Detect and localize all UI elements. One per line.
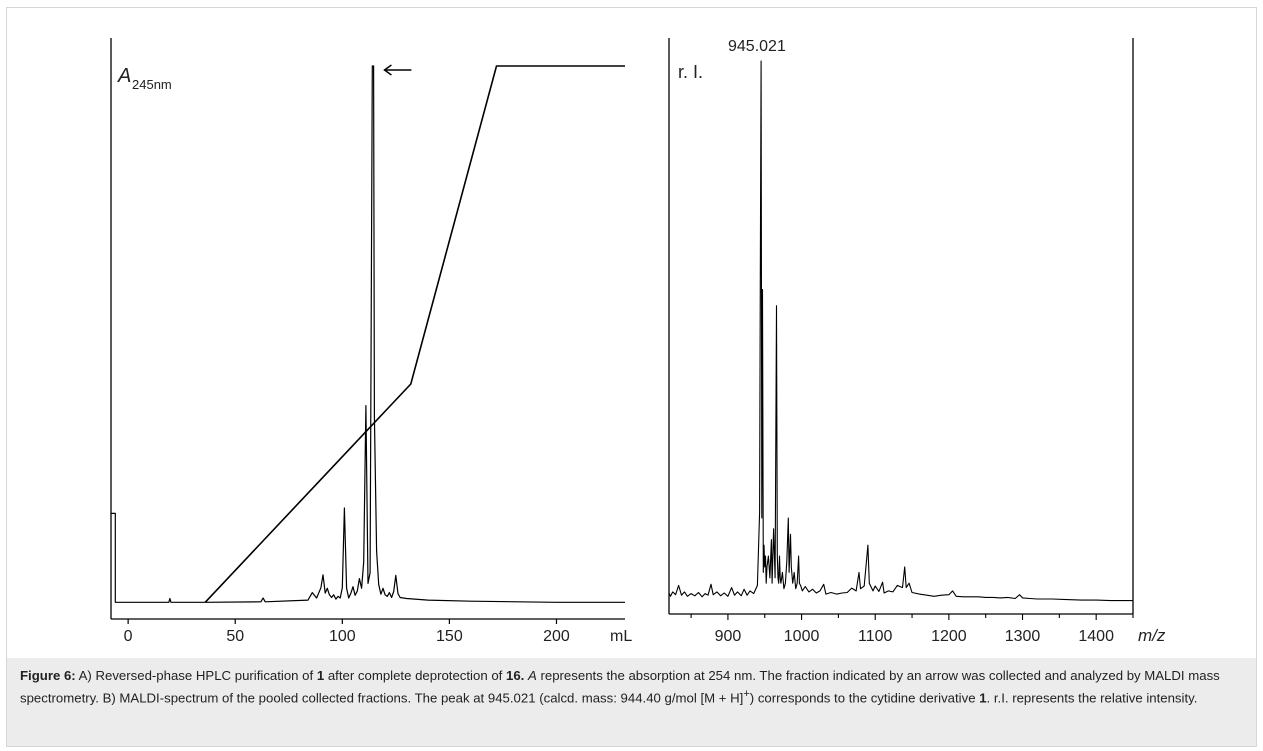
- hplc-x-tick-label: 100: [329, 628, 356, 645]
- peak-label-945: 945.021: [728, 38, 786, 55]
- maldi-x-tick-label: 1400: [1078, 628, 1114, 645]
- caption-segment: 1: [316, 668, 325, 683]
- hplc-y-axis-label-subscript: 245nm: [132, 77, 172, 92]
- maldi-x-axis-label: m/z: [1138, 626, 1166, 645]
- maldi-x-tick-label: 1200: [931, 628, 967, 645]
- figure-frame: [6, 7, 1257, 747]
- caption-segment: A: [528, 668, 537, 683]
- chromatogram-trace: [111, 65, 625, 603]
- maldi-spectrum-panel: r. I. 945.021 900 1000 1100 1200 1300 1400 m/…: [668, 38, 1166, 645]
- arrow-head: [383, 64, 392, 76]
- maldi-x-tick-label: 1300: [1005, 628, 1041, 645]
- hplc-x-tick-label: 200: [543, 628, 570, 645]
- figure-charts: A 245nm 0 50 100 150 200 mL r. I. 945.021 90…: [110, 38, 1166, 645]
- hplc-x-axis-label: mL: [610, 628, 632, 645]
- hplc-x-tick-label: 0: [124, 628, 133, 645]
- caption-segment: Figure 6:: [20, 668, 76, 683]
- caption-segment: +: [743, 688, 750, 700]
- caption-segment: after complete deprotection of: [324, 668, 506, 683]
- maldi-y-axis-label: r. I.: [678, 62, 703, 82]
- caption-text: Figure 6: A) Reversed-phase HPLC purific…: [20, 666, 1243, 707]
- caption-segment: A) Reversed-phase HPLC purification of: [75, 668, 317, 683]
- caption-segment: represents the absorption at 254 nm. The…: [20, 668, 1220, 706]
- gradient-line: [204, 65, 625, 603]
- hplc-chromatogram-panel: A 245nm 0 50 100 150 200 mL: [110, 38, 632, 645]
- collected-fraction-arrow: [383, 64, 412, 76]
- caption-segment: 1: [979, 690, 987, 706]
- hplc-x-tick-label: 50: [226, 628, 244, 645]
- maldi-x-tick-label: 1000: [784, 628, 820, 645]
- caption-segment: . r.I. represents the relative intensity…: [986, 690, 1198, 706]
- caption-segment: 16.: [506, 668, 525, 683]
- maldi-x-tick-label: 1100: [858, 628, 893, 645]
- mass-spectrum-trace: [668, 60, 1133, 602]
- maldi-x-tick-label: 900: [715, 628, 742, 645]
- figure-caption: Figure 6: A) Reversed-phase HPLC purific…: [7, 658, 1256, 746]
- hplc-y-axis-label: A: [117, 65, 131, 87]
- hplc-x-tick-label: 150: [436, 628, 463, 645]
- caption-segment: ) corresponds to the cytidine derivative: [749, 690, 980, 706]
